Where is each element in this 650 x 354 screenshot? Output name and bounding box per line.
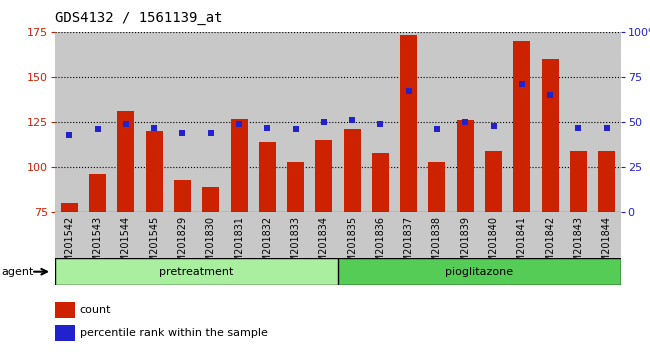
Bar [428, 162, 445, 212]
Text: GSM201838: GSM201838 [432, 216, 442, 275]
Text: GSM201834: GSM201834 [319, 216, 329, 275]
Text: GSM201835: GSM201835 [347, 216, 357, 275]
Text: GSM201543: GSM201543 [93, 216, 103, 275]
Bar [400, 35, 417, 212]
Bar [118, 111, 135, 212]
Bar [287, 162, 304, 212]
Bar [231, 119, 248, 212]
Text: percentile rank within the sample: percentile rank within the sample [79, 328, 268, 338]
Text: count: count [79, 305, 111, 315]
Text: GSM201839: GSM201839 [460, 216, 470, 275]
Bar [89, 175, 106, 212]
Bar [570, 151, 587, 212]
Text: GSM201832: GSM201832 [263, 216, 272, 275]
Bar [55, 258, 338, 285]
Text: GSM201831: GSM201831 [234, 216, 244, 275]
Text: GSM201542: GSM201542 [64, 216, 74, 275]
Bar [338, 258, 621, 285]
Text: GSM201545: GSM201545 [150, 216, 159, 275]
Text: GSM201544: GSM201544 [121, 216, 131, 275]
Text: GSM201833: GSM201833 [291, 216, 300, 275]
Text: GSM201829: GSM201829 [177, 216, 187, 275]
Bar [485, 151, 502, 212]
Text: GSM201840: GSM201840 [489, 216, 499, 275]
Bar [55, 302, 75, 318]
Bar [598, 151, 615, 212]
Bar [61, 203, 78, 212]
Text: GSM201842: GSM201842 [545, 216, 555, 275]
Bar [146, 131, 162, 212]
Bar [372, 153, 389, 212]
Text: GSM201843: GSM201843 [573, 216, 583, 275]
Text: pioglitazone: pioglitazone [445, 267, 514, 277]
Text: GSM201830: GSM201830 [206, 216, 216, 275]
Text: GSM201841: GSM201841 [517, 216, 526, 275]
Text: GDS4132 / 1561139_at: GDS4132 / 1561139_at [55, 11, 223, 25]
Text: GSM201837: GSM201837 [404, 216, 413, 275]
Bar [344, 129, 361, 212]
Bar [514, 41, 530, 212]
Bar [202, 187, 219, 212]
Bar [541, 59, 558, 212]
Bar [174, 180, 191, 212]
Text: pretreatment: pretreatment [159, 267, 234, 277]
Bar [259, 142, 276, 212]
Text: GSM201836: GSM201836 [376, 216, 385, 275]
Text: agent: agent [1, 267, 34, 277]
Bar [55, 325, 75, 341]
Bar [457, 120, 474, 212]
Text: GSM201844: GSM201844 [602, 216, 612, 275]
Bar [315, 140, 332, 212]
